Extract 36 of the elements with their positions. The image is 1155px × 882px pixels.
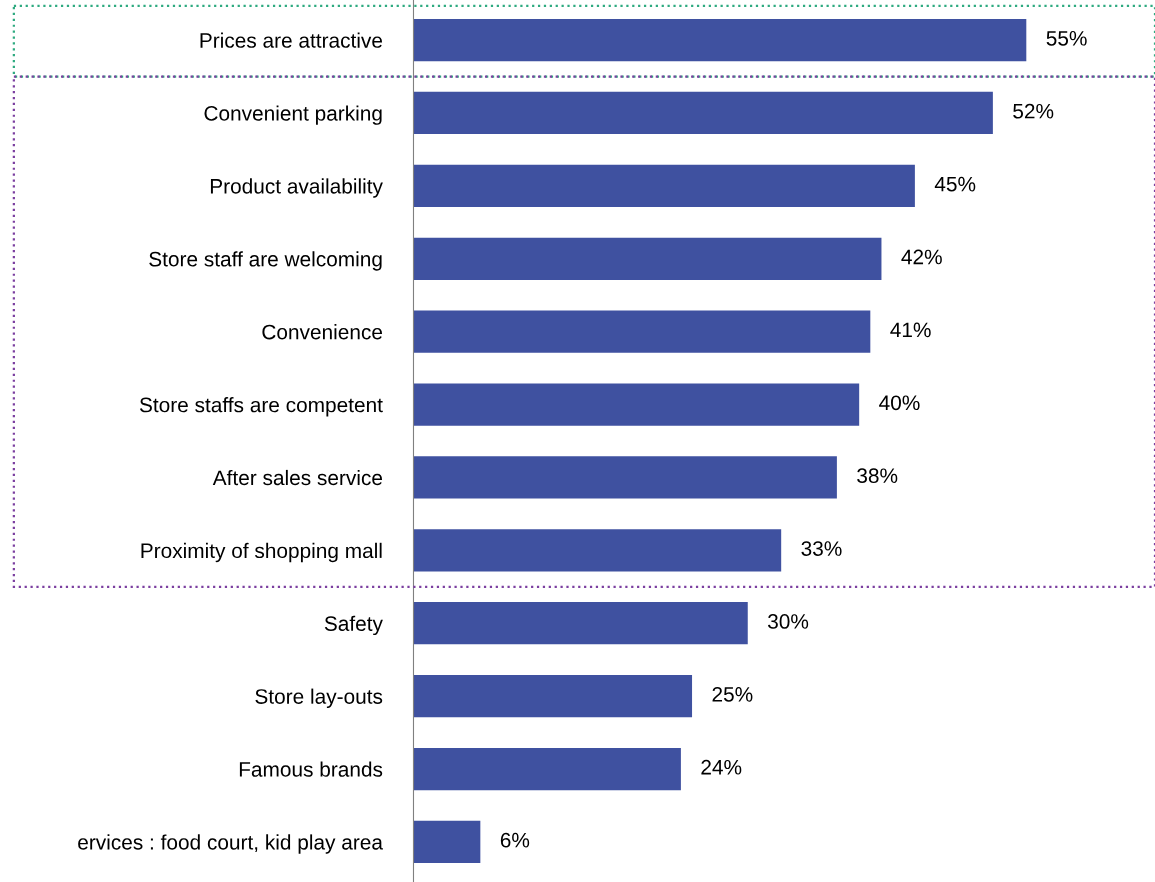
y-tick-label: Safety xyxy=(324,615,383,636)
data-label: 55% xyxy=(1046,31,1087,46)
y-tick-label: Store staffs are competent xyxy=(139,397,383,417)
y-tick-label: After sales service xyxy=(212,469,383,486)
bar xyxy=(413,91,993,135)
y-tick-label: Prices are attractive xyxy=(200,32,383,48)
bar xyxy=(413,237,882,280)
data-label: 41% xyxy=(890,322,931,338)
data-label: 24% xyxy=(701,759,742,775)
bar xyxy=(413,674,693,718)
bar xyxy=(413,310,871,353)
bar xyxy=(413,164,915,208)
data-label: 45% xyxy=(934,176,976,192)
data-label: 33% xyxy=(801,541,842,556)
data-label: 40% xyxy=(879,395,920,411)
bar xyxy=(413,602,748,645)
bar xyxy=(413,383,860,426)
data-label: 52% xyxy=(1013,103,1054,119)
bar xyxy=(413,820,481,864)
y-tick-label: ervices : food court, kid play area xyxy=(78,834,383,854)
y-tick-label: Store staff are welcoming xyxy=(149,251,382,271)
y-tick-label: Product availability xyxy=(210,178,383,198)
data-label: 6% xyxy=(500,832,530,848)
bar xyxy=(413,456,837,499)
data-label: 38% xyxy=(857,468,898,484)
y-tick-label: Famous brands xyxy=(239,761,383,777)
y-tick-label: Store lay-outs xyxy=(255,688,383,708)
bar xyxy=(413,529,782,572)
bar xyxy=(413,747,681,791)
y-tick-label: Convenience xyxy=(262,324,383,340)
data-label: 25% xyxy=(712,686,753,702)
y-tick-label: Proximity of shopping mall xyxy=(141,542,382,563)
data-label: 42% xyxy=(901,249,942,265)
data-label: 30% xyxy=(767,614,809,629)
y-tick-label: Convenient parking xyxy=(204,105,382,125)
bar xyxy=(413,18,1027,62)
